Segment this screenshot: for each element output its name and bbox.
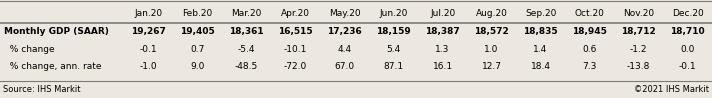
Text: -72.0: -72.0 [284, 62, 308, 71]
Text: -1.0: -1.0 [140, 62, 157, 71]
Text: 18,387: 18,387 [425, 27, 460, 36]
Text: Aug.20: Aug.20 [476, 9, 508, 18]
Text: 12.7: 12.7 [481, 62, 501, 71]
Text: -48.5: -48.5 [235, 62, 258, 71]
Text: -5.4: -5.4 [238, 44, 256, 54]
Text: 9.0: 9.0 [191, 62, 205, 71]
Text: 18,572: 18,572 [474, 27, 509, 36]
Text: 18.4: 18.4 [530, 62, 550, 71]
Text: Mar.20: Mar.20 [231, 9, 262, 18]
Text: Jun.20: Jun.20 [379, 9, 408, 18]
Text: Source: IHS Markit: Source: IHS Markit [3, 85, 80, 94]
Text: -0.1: -0.1 [679, 62, 696, 71]
Text: 4.4: 4.4 [337, 44, 352, 54]
Text: 18,710: 18,710 [670, 27, 705, 36]
Text: Monthly GDP (SAAR): Monthly GDP (SAAR) [4, 27, 108, 36]
Text: May.20: May.20 [329, 9, 360, 18]
Text: 18,159: 18,159 [376, 27, 411, 36]
Text: 18,835: 18,835 [523, 27, 558, 36]
Text: 16,515: 16,515 [278, 27, 313, 36]
Text: Dec.20: Dec.20 [671, 9, 703, 18]
Text: 7.3: 7.3 [582, 62, 597, 71]
Text: 5.4: 5.4 [387, 44, 401, 54]
Text: ©2021 IHS Markit: ©2021 IHS Markit [634, 85, 709, 94]
Text: Apr.20: Apr.20 [281, 9, 310, 18]
Text: 1.0: 1.0 [484, 44, 499, 54]
Text: 16.1: 16.1 [433, 62, 453, 71]
Text: 0.6: 0.6 [582, 44, 597, 54]
Text: 0.0: 0.0 [681, 44, 695, 54]
Text: 1.4: 1.4 [533, 44, 548, 54]
Text: 67.0: 67.0 [335, 62, 355, 71]
Text: % change: % change [4, 44, 54, 54]
Text: Sep.20: Sep.20 [525, 9, 556, 18]
Text: Nov.20: Nov.20 [623, 9, 654, 18]
Text: Jan.20: Jan.20 [135, 9, 163, 18]
Text: 18,361: 18,361 [229, 27, 264, 36]
Text: 18,945: 18,945 [572, 27, 607, 36]
Text: 0.7: 0.7 [191, 44, 205, 54]
Text: Oct.20: Oct.20 [575, 9, 604, 18]
Text: 17,236: 17,236 [328, 27, 362, 36]
Text: -10.1: -10.1 [284, 44, 308, 54]
Text: 87.1: 87.1 [384, 62, 404, 71]
Text: 1.3: 1.3 [436, 44, 450, 54]
Text: -0.1: -0.1 [140, 44, 157, 54]
Text: Jul.20: Jul.20 [430, 9, 455, 18]
Text: 19,405: 19,405 [180, 27, 215, 36]
Text: 18,712: 18,712 [621, 27, 656, 36]
Text: % change, ann. rate: % change, ann. rate [4, 62, 101, 71]
Text: -13.8: -13.8 [627, 62, 650, 71]
Text: Feb.20: Feb.20 [182, 9, 213, 18]
Text: -1.2: -1.2 [630, 44, 647, 54]
Text: 19,267: 19,267 [131, 27, 166, 36]
